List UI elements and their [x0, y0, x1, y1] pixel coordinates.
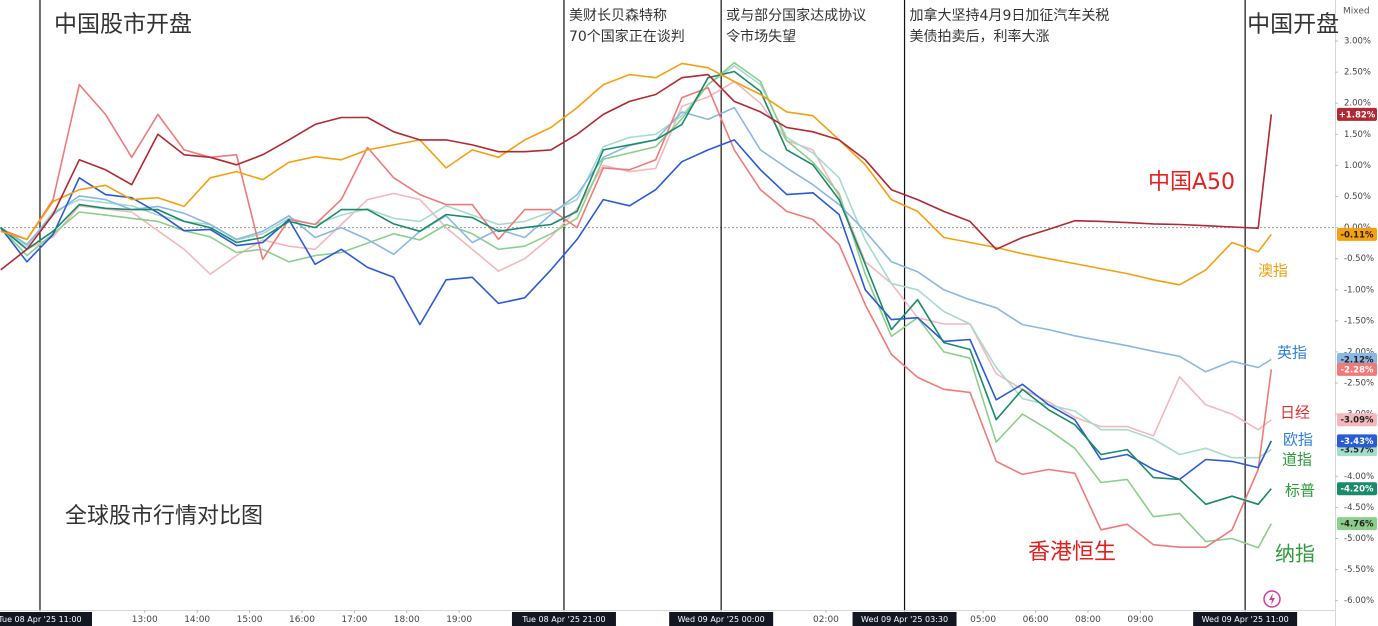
series-line	[0, 73, 1273, 271]
series-label: 纳指	[1275, 542, 1315, 566]
end-tag	[1337, 482, 1377, 496]
y-tick-label: 2.00%	[1344, 99, 1371, 109]
series-label: 英指	[1277, 344, 1307, 362]
end-tag-label: -2.12%	[1340, 355, 1373, 365]
series-line	[0, 83, 1273, 548]
x-tick-label: 05:00	[970, 615, 996, 625]
series-label: 日经	[1280, 404, 1310, 422]
annotation-text: 美债拍卖后，利率大涨	[910, 28, 1050, 45]
x-tick-label: 18:00	[394, 615, 420, 625]
y-tick-label: -2.00%	[1344, 347, 1374, 357]
x-tick-highlight	[852, 612, 957, 626]
series-label: 澳指	[1258, 262, 1288, 280]
y-tick-label: -6.00%	[1344, 596, 1374, 606]
end-tag	[1337, 517, 1377, 531]
y-tick-label: -0.50%	[1344, 254, 1374, 264]
series-line	[0, 62, 1273, 549]
x-tick-highlight	[511, 612, 616, 626]
series-line	[0, 62, 1272, 286]
y-tick-label: 0.50%	[1344, 192, 1371, 202]
annotation-text: 中国股市开盘	[54, 12, 192, 38]
annotation-text: 加拿大坚持4月9日加征汽车关税	[910, 7, 1110, 24]
x-tick-label: Wed 09 Apr '25 03:30	[861, 615, 948, 624]
series-label: 中国A50	[1148, 170, 1235, 195]
end-tag-label: -4.20%	[1340, 485, 1373, 495]
y-tick-label: -1.00%	[1344, 285, 1374, 295]
x-tick-label: 02:00	[813, 615, 839, 625]
series-label: 欧指	[1283, 431, 1313, 449]
series-label: 标普	[1285, 482, 1315, 500]
end-tag-label: -2.28%	[1340, 365, 1373, 375]
y-tick-label: 3.00%	[1344, 37, 1371, 47]
series-label: 道指	[1282, 451, 1312, 469]
y-tick-label: -4.00%	[1344, 472, 1374, 482]
annotation-text: 令市场失望	[726, 28, 796, 45]
y-tick-label: -4.50%	[1344, 503, 1374, 513]
x-tick-highlight	[1193, 612, 1298, 626]
annotation-text: 或与部分国家达成协议	[726, 7, 866, 24]
series-line	[0, 139, 1273, 481]
end-tag	[1337, 362, 1377, 376]
end-tag-label: -4.76%	[1340, 520, 1373, 530]
end-tag	[1337, 107, 1377, 121]
x-tick-label: 19:00	[446, 615, 472, 625]
x-tick-label: Tue 08 Apr '25 11:00	[0, 615, 82, 624]
x-tick-highlight	[669, 612, 774, 626]
x-tick-label: 13:00	[132, 615, 158, 625]
series-line	[0, 80, 1272, 437]
x-tick-label: Wed 09 Apr '25 00:00	[678, 615, 765, 624]
x-tick-label: 09:00	[1127, 615, 1153, 625]
x-tick-label: 16:00	[289, 615, 315, 625]
x-tick-label: Tue 08 Apr '25 21:00	[521, 615, 605, 624]
x-tick-label: Wed 09 Apr '25 11:00	[1202, 615, 1289, 624]
y-tick-label: 1.00%	[1344, 161, 1371, 171]
series-label: 香港恒生	[1028, 540, 1116, 565]
end-tag	[1337, 227, 1377, 241]
x-tick-label: 14:00	[184, 615, 210, 625]
annotation-text: 美财长贝森特称	[569, 8, 667, 24]
y-tick-label: -5.00%	[1344, 534, 1374, 544]
end-tag-label: +1.82%	[1339, 110, 1376, 120]
end-tag-label: -3.43%	[1340, 437, 1373, 447]
y-tick-label: 1.50%	[1344, 130, 1371, 140]
y-tick-label: -2.50%	[1344, 379, 1374, 389]
x-tick-label: 06:00	[1023, 615, 1049, 625]
end-tag	[1337, 413, 1377, 427]
annotation-text: 中国开盘	[1247, 12, 1339, 38]
end-tag-label: -3.57%	[1340, 446, 1373, 456]
end-tag	[1337, 352, 1377, 366]
y-tick-label: -1.50%	[1344, 316, 1374, 326]
y-tick-label: -5.50%	[1344, 565, 1374, 575]
series-line	[0, 70, 1272, 506]
end-tag-label: -3.09%	[1340, 416, 1373, 426]
annotation-text: 70个国家正在谈判	[569, 28, 685, 45]
x-tick-label: 15:00	[237, 615, 263, 625]
x-tick-label: 17:00	[341, 615, 367, 625]
alert-bolt	[1269, 593, 1275, 605]
end-tag	[1337, 434, 1377, 448]
scale-mode[interactable]: Mixed	[1343, 7, 1370, 17]
x-tick-highlight	[0, 612, 92, 626]
y-tick-label: 2.50%	[1344, 68, 1371, 78]
chart-subtitle: 全球股市行情对比图	[65, 504, 263, 529]
end-tag-label: -0.11%	[1340, 230, 1373, 240]
x-tick-label: 08:00	[1075, 615, 1101, 625]
